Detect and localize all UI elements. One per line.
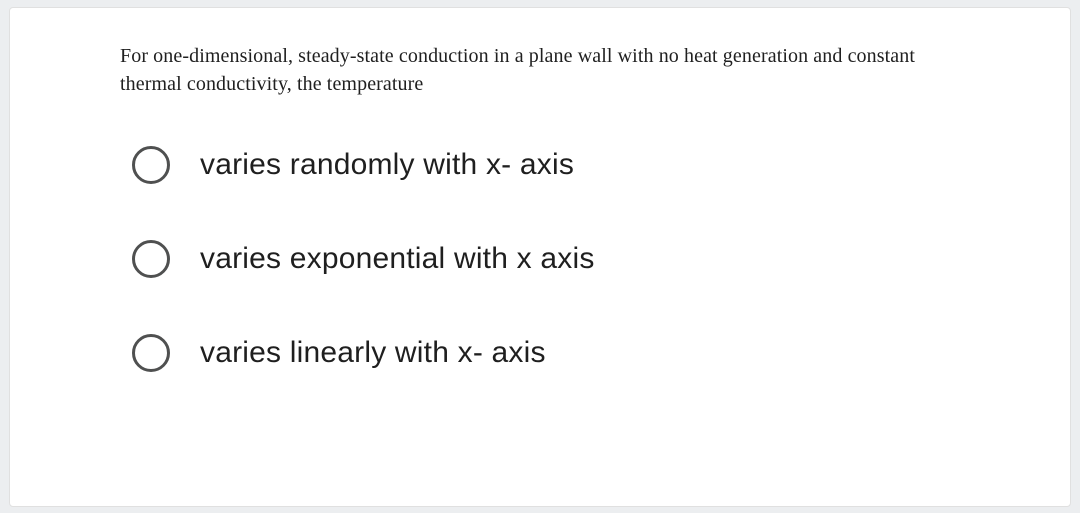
options-list: varies randomly with x- axis varies expo… (120, 146, 960, 372)
question-card: For one-dimensional, steady-state conduc… (9, 7, 1071, 507)
option-row-1[interactable]: varies exponential with x axis (132, 240, 960, 278)
radio-icon[interactable] (132, 240, 170, 278)
option-label: varies randomly with x- axis (200, 148, 574, 182)
radio-icon[interactable] (132, 146, 170, 184)
option-row-0[interactable]: varies randomly with x- axis (132, 146, 960, 184)
option-label: varies exponential with x axis (200, 242, 595, 276)
radio-icon[interactable] (132, 334, 170, 372)
question-text: For one-dimensional, steady-state conduc… (120, 42, 960, 98)
option-label: varies linearly with x- axis (200, 336, 546, 370)
option-row-2[interactable]: varies linearly with x- axis (132, 334, 960, 372)
